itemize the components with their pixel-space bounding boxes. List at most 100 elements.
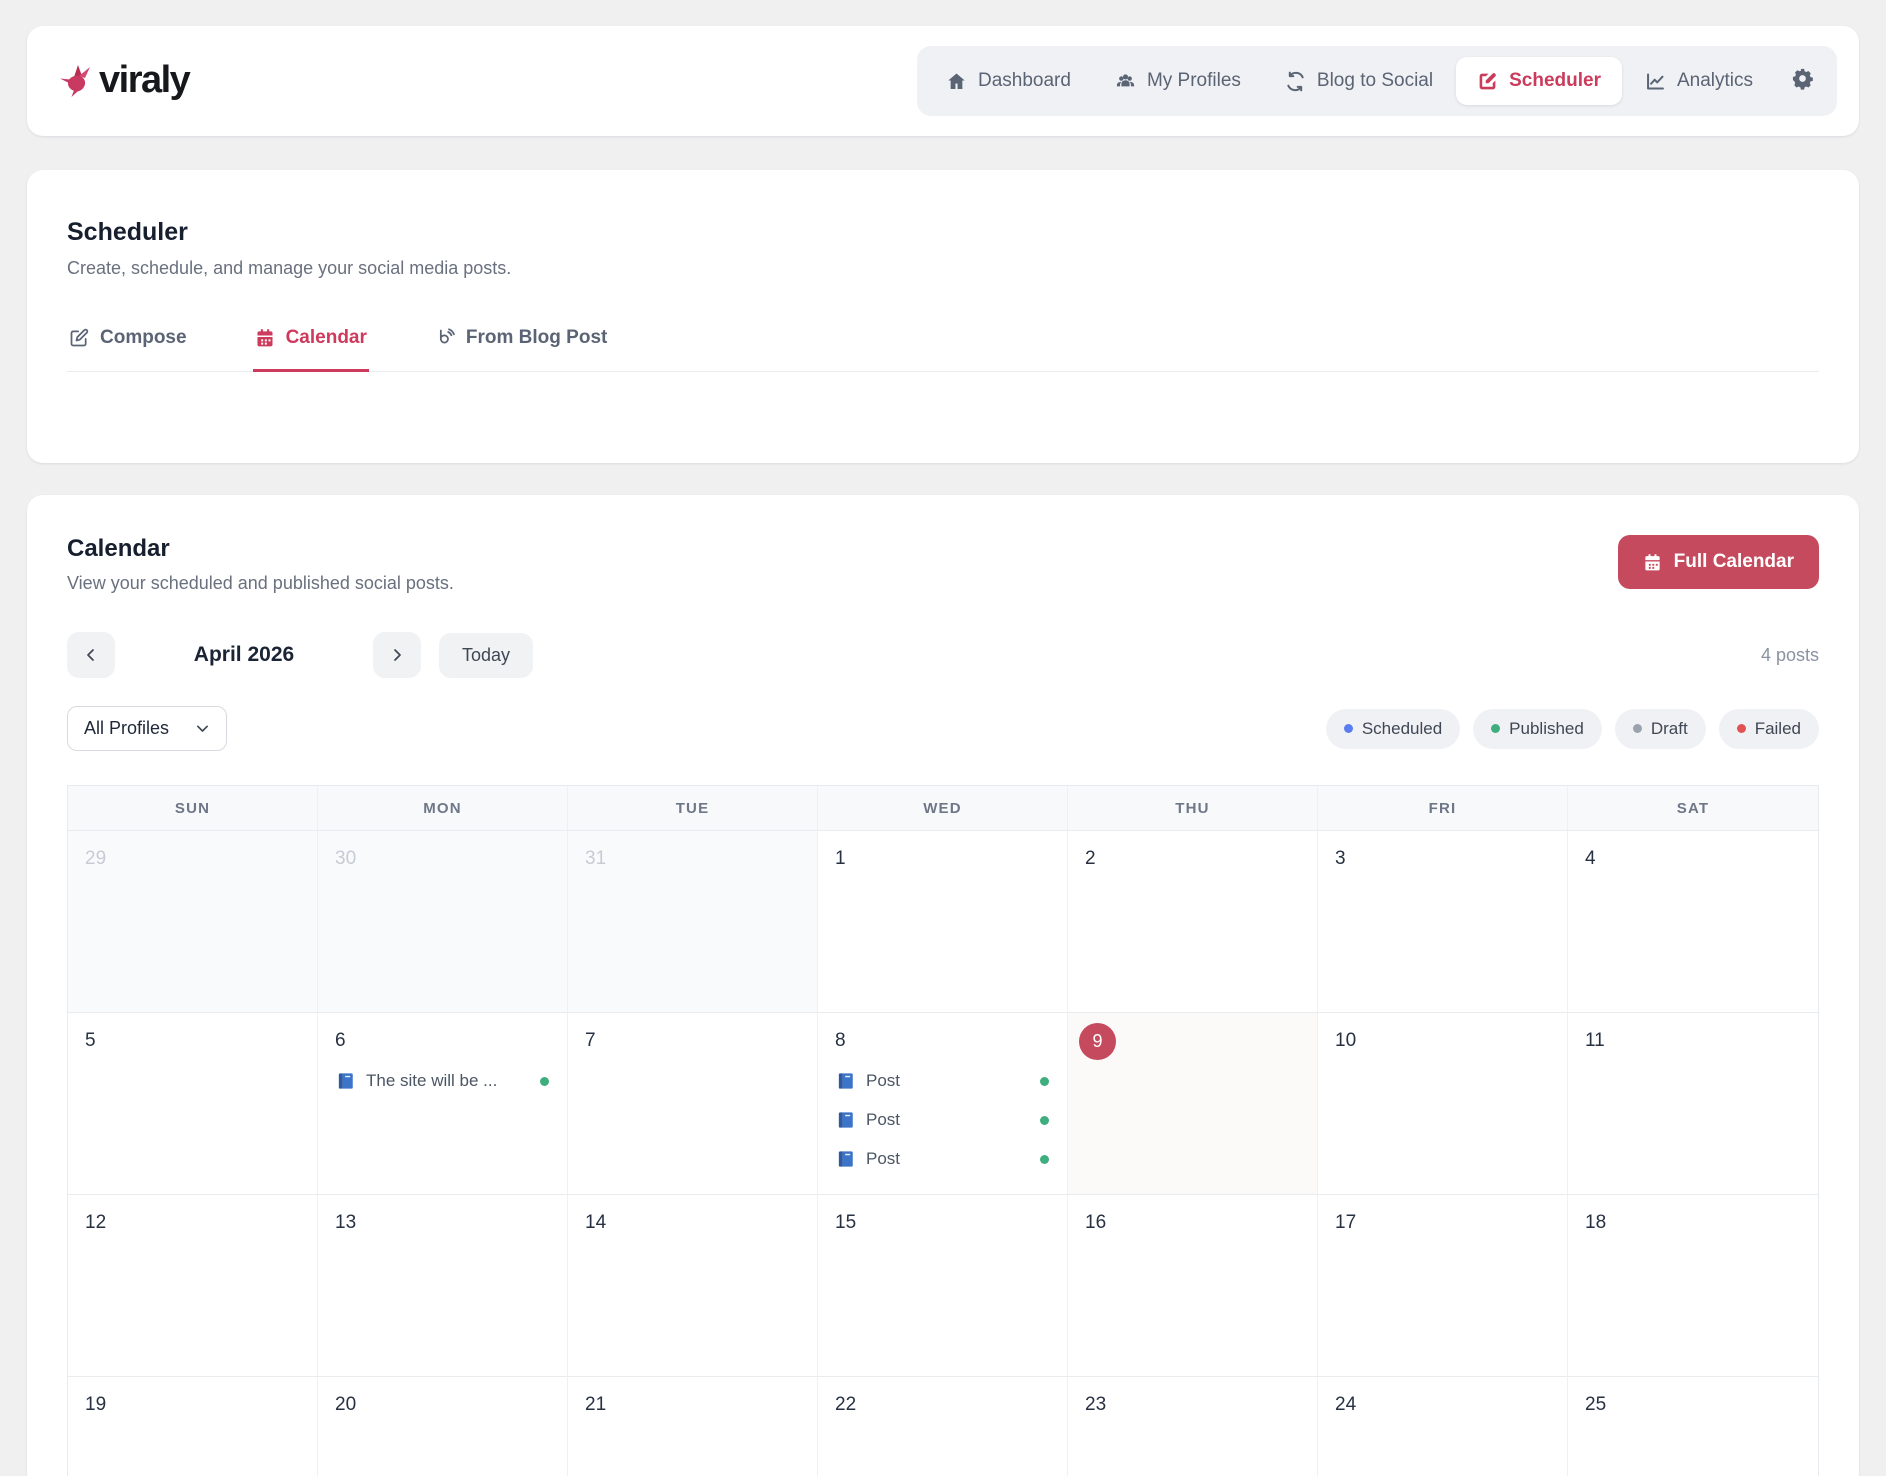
calendar-day-cell-3[interactable]: 3	[1318, 830, 1568, 1012]
calendar-day-cell-22[interactable]: 22	[818, 1376, 1068, 1476]
prev-month-button[interactable]	[67, 632, 115, 678]
pen-square-icon	[1477, 71, 1498, 92]
post-entry[interactable]: Post	[835, 1107, 1050, 1133]
calendar-day-cell-25[interactable]: 25	[1568, 1376, 1818, 1476]
calendar-grid: SUN MON TUE WED THU FRI SAT 29 30 31 1 2 3 4 5 6 The si…	[67, 785, 1819, 1476]
next-month-button[interactable]	[373, 632, 421, 678]
post-entry[interactable]: Post	[835, 1146, 1050, 1172]
day-number: 8	[835, 1030, 846, 1051]
settings-button[interactable]	[1776, 54, 1829, 108]
day-header-mon: MON	[318, 786, 568, 830]
day-header-tue: TUE	[568, 786, 818, 830]
calendar-day-cell-24[interactable]: 24	[1318, 1376, 1568, 1476]
calendar-day-cell-11[interactable]: 11	[1568, 1012, 1818, 1194]
day-number: 24	[1335, 1394, 1357, 1415]
posts-list: Post Post Post	[835, 1068, 1050, 1172]
nav-item-dashboard[interactable]: Dashboard	[925, 57, 1092, 105]
legend-dot	[1343, 724, 1353, 733]
full-calendar-button[interactable]: Full Calendar	[1617, 535, 1819, 589]
nav-item-analytics[interactable]: Analytics	[1624, 57, 1774, 105]
calendar-day-cell-14[interactable]: 14	[568, 1194, 818, 1376]
calendar-day-cell-12[interactable]: 12	[68, 1194, 318, 1376]
post-entry[interactable]: Post	[835, 1068, 1050, 1094]
top-header-bar: viraly Dashboard My Profiles Blog to Socia…	[27, 26, 1859, 136]
legend-dot	[1491, 724, 1501, 733]
page-title: Scheduler	[67, 218, 188, 246]
legend-scheduled[interactable]: Scheduled	[1325, 708, 1461, 749]
calendar-day-cell-30[interactable]: 30	[318, 830, 568, 1012]
calendar-day-cell-7[interactable]: 7	[568, 1012, 818, 1194]
month-label: April 2026	[193, 643, 295, 666]
day-number: 5	[85, 1030, 96, 1051]
profile-filter-select[interactable]: All Profiles	[67, 706, 228, 751]
tab-calendar[interactable]: Calendar	[252, 325, 369, 372]
day-number: 20	[335, 1394, 357, 1415]
calendar-day-cell-5[interactable]: 5	[68, 1012, 318, 1194]
nav-item-scheduler[interactable]: Scheduler	[1456, 57, 1622, 105]
calendar-day-cell-13[interactable]: 13	[318, 1194, 568, 1376]
calendar-day-cell-15[interactable]: 15	[818, 1194, 1068, 1376]
legend-label: Published	[1509, 718, 1584, 738]
post-status-dot	[1040, 1154, 1049, 1164]
calendar-week-row: 19 20 21 22 23 24 25	[68, 1376, 1818, 1476]
blog-icon	[435, 328, 455, 348]
legend-label: Failed	[1754, 718, 1801, 738]
brand-name: viraly	[99, 58, 191, 101]
legend-draft[interactable]: Draft	[1614, 708, 1706, 749]
status-legend: Scheduled Published Draft Failed	[1325, 708, 1819, 749]
day-number: 18	[1585, 1212, 1607, 1233]
day-number: 29	[85, 848, 107, 869]
hummingbird-logo-icon	[57, 62, 97, 102]
book-icon	[336, 1071, 356, 1091]
calendar-subtitle: View your scheduled and published social…	[67, 573, 454, 593]
calendar-day-cell-4[interactable]: 4	[1568, 830, 1818, 1012]
calendar-day-cell-20[interactable]: 20	[318, 1376, 568, 1476]
nav-item-label: Blog to Social	[1316, 70, 1434, 91]
today-button[interactable]: Today	[439, 632, 534, 678]
calendar-day-cell-10[interactable]: 10	[1318, 1012, 1568, 1194]
day-number: 13	[335, 1212, 357, 1233]
nav-item-my-profiles[interactable]: My Profiles	[1094, 57, 1262, 105]
calendar-day-cell-6[interactable]: 6 The site will be ...	[318, 1012, 568, 1194]
day-number: 22	[835, 1394, 857, 1415]
calendar-day-cell-23[interactable]: 23	[1068, 1376, 1318, 1476]
calendar-day-cell-2[interactable]: 2	[1068, 830, 1318, 1012]
nav-item-blog-to-social[interactable]: Blog to Social	[1264, 57, 1454, 105]
day-number: 17	[1335, 1212, 1357, 1233]
post-status-dot	[540, 1076, 549, 1086]
calendar-day-cell-29[interactable]: 29	[68, 830, 318, 1012]
brand-logo[interactable]: viraly	[57, 58, 191, 102]
calendar-day-cell-21[interactable]: 21	[568, 1376, 818, 1476]
legend-failed[interactable]: Failed	[1718, 708, 1819, 749]
legend-dot	[1632, 724, 1642, 733]
day-header-sat: SAT	[1568, 786, 1818, 830]
calendar-day-cell-9[interactable]: 9	[1068, 1012, 1318, 1194]
day-number: 21	[585, 1394, 607, 1415]
calendar-day-cell-31[interactable]: 31	[568, 830, 818, 1012]
day-number: 23	[1085, 1394, 1107, 1415]
chevron-left-icon	[83, 647, 99, 663]
day-number: 30	[335, 848, 357, 869]
book-icon	[836, 1071, 856, 1091]
day-number: 1	[835, 848, 846, 869]
nav-item-label: Analytics	[1676, 70, 1753, 91]
calendar-day-cell-17[interactable]: 17	[1318, 1194, 1568, 1376]
legend-label: Scheduled	[1361, 718, 1443, 738]
calendar-day-cell-18[interactable]: 18	[1568, 1194, 1818, 1376]
day-number: 10	[1335, 1030, 1357, 1051]
calendar-day-cell-1[interactable]: 1	[818, 830, 1068, 1012]
post-entry[interactable]: The site will be ...	[335, 1068, 550, 1094]
tab-compose[interactable]: Compose	[67, 325, 189, 372]
tab-label: From Blog Post	[465, 327, 608, 348]
post-title: Post	[866, 1110, 901, 1129]
legend-published[interactable]: Published	[1473, 708, 1602, 749]
legend-label: Draft	[1650, 718, 1688, 738]
page-subtitle: Create, schedule, and manage your social…	[67, 258, 512, 278]
today-badge: 9	[1079, 1023, 1116, 1060]
calendar-day-cell-19[interactable]: 19	[68, 1376, 318, 1476]
day-number: 6	[335, 1030, 346, 1051]
calendar-day-cell-16[interactable]: 16	[1068, 1194, 1318, 1376]
tab-from-blog-post[interactable]: From Blog Post	[433, 325, 609, 372]
day-of-week-header-row: SUN MON TUE WED THU FRI SAT	[68, 786, 1818, 830]
calendar-day-cell-8[interactable]: 8 Post Post Post	[818, 1012, 1068, 1194]
